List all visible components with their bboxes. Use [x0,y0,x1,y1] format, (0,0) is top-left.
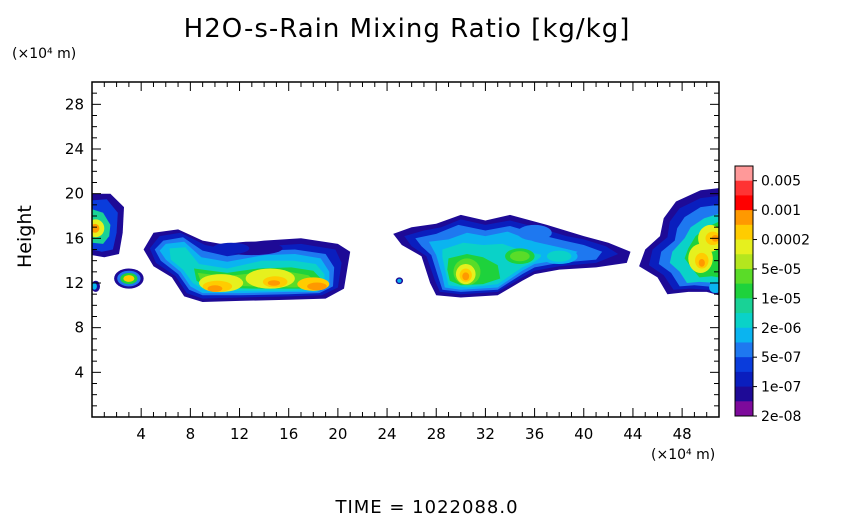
colorbar-swatch [735,239,753,255]
x-tick-label: 36 [525,425,544,443]
colorbar-label: 1e-07 [761,380,801,396]
colorbar-label: 0.0002 [761,233,810,249]
x-tick-label: 40 [574,425,593,443]
x-tick-label: 28 [427,425,446,443]
x-tick-label: 48 [673,425,692,443]
colorbar-label: 2e-08 [761,409,801,425]
colorbar-swatch [735,180,753,196]
colorbar-swatch [735,313,753,329]
x-tick-label: 16 [279,425,298,443]
colorbar-swatch [735,283,753,299]
colorbar-swatch [735,210,753,226]
colorbar-swatch [735,342,753,358]
colorbar-label: 1e-05 [761,291,801,307]
colorbar: 0.005 0.001 0.0002 5e-05 1e-05 2e-06 5e-07 1e-0… [734,165,810,425]
cloud-contour [92,283,97,290]
y-tick-label: 24 [65,140,84,158]
y-tick-label: 16 [65,229,84,247]
cloud-contour [546,250,572,262]
x-axis: 4 8 12 16 20 24 28 32 36 40 44 48 [103,82,708,443]
chart-title: H2O-s-Rain Mixing Ratio [kg/kg] [183,14,631,44]
cloud-contour [212,242,250,254]
cloud-contour [307,282,327,291]
colorbar-swatch [735,254,753,270]
colorbar-swatch [735,357,753,373]
colorbar-swatch [735,298,753,314]
colorbar-label: 2e-06 [761,321,801,337]
cloud-contour [207,285,223,292]
cloud-contour [267,280,281,286]
cloud-contour [462,272,470,281]
x-tick-label: 4 [136,425,146,443]
x-tick-label: 8 [186,425,196,443]
colorbar-swatch [735,386,753,402]
colorbar-swatch [735,224,753,241]
x-axis-unit: (×10⁴ m) [651,447,716,463]
time-readout: TIME = 1022088.0 [335,497,519,518]
cloud-contour [123,275,135,282]
colorbar-label: 5e-07 [761,350,801,366]
colorbar-swatch [735,327,753,343]
colorbar-label: 0.005 [761,174,801,190]
y-tick-label: 28 [65,95,84,113]
colorbar-label: 5e-05 [761,262,801,278]
y-tick-label: 20 [65,185,84,203]
y-axis-unit: (×10⁴ m) [12,46,77,62]
colorbar-swatch [735,195,753,211]
x-tick-label: 24 [378,425,397,443]
x-tick-label: 44 [623,425,642,443]
cloud-contour [517,224,552,241]
y-tick-label: 4 [74,363,84,381]
cloud-layer [92,188,719,302]
x-tick-label: 20 [328,425,347,443]
y-tick-label: 8 [74,319,84,337]
colorbar-swatch [735,268,753,285]
colorbar-swatch [735,166,753,182]
cloud-contour [509,251,530,262]
x-tick-label: 12 [230,425,249,443]
x-tick-label: 32 [476,425,495,443]
colorbar-swatch [735,371,753,388]
cloud-contour [698,258,705,267]
y-tick-label: 12 [65,274,84,292]
colorbar-frame [734,165,754,417]
y-axis: 4 8 12 16 20 24 28 [65,92,719,407]
colorbar-swatch [735,401,753,417]
cloud-contour [709,281,719,294]
mixing-ratio-field [92,188,719,302]
cloud-contour [397,278,402,283]
cloud-contour [92,223,100,233]
colorbar-label: 0.001 [761,203,801,219]
